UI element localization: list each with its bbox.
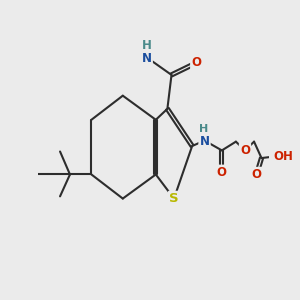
Text: S: S (169, 192, 179, 205)
Text: N: N (200, 135, 209, 148)
Text: O: O (240, 144, 250, 157)
Text: O: O (251, 168, 262, 181)
Text: O: O (217, 166, 227, 179)
Text: N: N (142, 52, 152, 65)
Text: OH: OH (273, 151, 293, 164)
Text: O: O (191, 56, 201, 69)
Text: H: H (142, 39, 152, 52)
Text: H: H (199, 124, 208, 134)
